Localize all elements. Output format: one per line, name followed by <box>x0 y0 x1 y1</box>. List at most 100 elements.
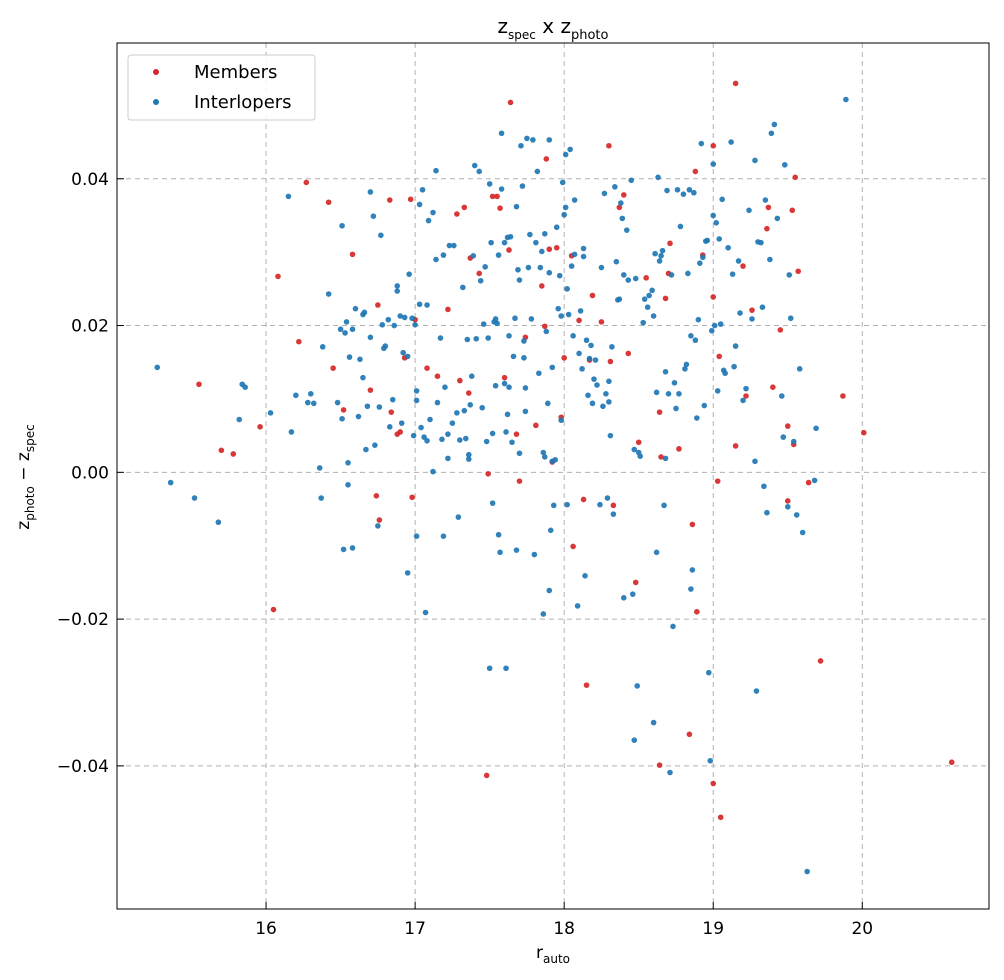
interlopers-point <box>543 328 550 335</box>
x-tick-label: 17 <box>404 919 426 939</box>
x-tick-label: 16 <box>255 919 277 939</box>
interlopers-point <box>445 455 451 462</box>
interlopers-point <box>601 190 608 197</box>
interlopers-point <box>465 451 472 458</box>
interlopers-point <box>512 315 518 322</box>
interlopers-point <box>752 458 758 465</box>
interlopers-point <box>542 454 548 460</box>
interlopers-point <box>513 203 520 210</box>
legend-box <box>127 54 316 121</box>
interlopers-point <box>504 411 511 418</box>
interlopers-point <box>386 424 393 430</box>
interlopers-point <box>558 417 564 424</box>
interlopers-point <box>686 186 693 193</box>
interlopers-point <box>731 363 737 370</box>
interlopers-point <box>488 239 494 246</box>
interlopers-point <box>528 316 535 322</box>
interlopers-point <box>559 179 566 186</box>
interlopers-point <box>708 327 715 334</box>
interlopers-point <box>547 527 554 534</box>
interlopers-point <box>796 366 803 372</box>
members-point <box>543 156 550 162</box>
members-point <box>635 439 642 446</box>
interlopers-point <box>631 737 638 744</box>
interlopers-point <box>495 252 502 258</box>
interlopers-point <box>349 545 356 551</box>
interlopers-point <box>471 162 478 169</box>
interlopers-point <box>454 410 460 416</box>
members-point <box>445 306 451 313</box>
interlopers-point <box>519 183 526 189</box>
members-point <box>457 377 463 384</box>
members-point <box>296 338 302 345</box>
interlopers-point <box>552 457 559 463</box>
interlopers-point <box>394 288 401 294</box>
interlopers-point <box>704 237 711 244</box>
members-point <box>461 204 468 211</box>
interlopers-point <box>501 239 508 246</box>
members-point <box>694 608 700 615</box>
interlopers-point <box>710 212 717 219</box>
y-tick-label: 0.00 <box>71 463 109 483</box>
interlopers-point <box>553 224 560 231</box>
y-tick-label: −0.04 <box>57 757 109 777</box>
interlopers-point <box>542 231 548 237</box>
members-point <box>764 225 770 232</box>
interlopers-point <box>319 344 326 350</box>
interlopers-point <box>515 266 521 273</box>
members-point <box>789 207 796 214</box>
members-point <box>686 731 693 738</box>
interlopers-point <box>629 591 636 597</box>
interlopers-point <box>740 397 746 404</box>
members-point <box>805 479 812 486</box>
interlopers-point <box>591 376 597 382</box>
members-point <box>196 381 202 388</box>
interlopers-point <box>701 402 708 409</box>
members-point <box>860 429 867 436</box>
members-point <box>507 99 514 106</box>
members-point <box>497 205 503 211</box>
interlopers-point <box>463 435 469 442</box>
interlopers-point <box>753 688 760 694</box>
interlopers-point <box>540 449 547 456</box>
interlopers-point <box>440 533 447 539</box>
interlopers-point <box>574 603 581 609</box>
interlopers-point <box>784 504 791 510</box>
members-point <box>643 275 649 281</box>
interlopers-point <box>571 197 578 203</box>
interlopers-point <box>242 384 248 390</box>
interlopers-point <box>379 322 386 328</box>
interlopers-point <box>355 413 362 420</box>
members-point <box>817 658 824 664</box>
members-point <box>606 142 612 149</box>
interlopers-point <box>671 379 678 386</box>
members-point <box>542 323 548 330</box>
interlopers-point <box>705 669 712 676</box>
members-point <box>784 498 791 504</box>
interlopers-point <box>781 162 788 168</box>
interlopers-point <box>533 239 539 246</box>
members-point <box>561 355 567 361</box>
interlopers-point <box>637 453 643 459</box>
interlopers-point <box>580 253 587 260</box>
interlopers-point <box>682 366 688 372</box>
series-members <box>196 80 955 821</box>
interlopers-point <box>732 343 739 349</box>
interlopers-point <box>507 233 514 240</box>
interlopers-point <box>606 378 612 385</box>
interlopers-point <box>521 338 527 344</box>
interlopers-point <box>307 391 314 397</box>
data-points <box>154 80 955 875</box>
interlopers-point <box>619 215 626 222</box>
interlopers-point <box>662 455 669 462</box>
interlopers-point <box>389 396 396 403</box>
members-point <box>257 424 263 430</box>
members-point <box>749 307 755 313</box>
interlopers-point <box>442 384 448 390</box>
interlopers-point <box>446 242 453 249</box>
members-point <box>340 407 347 413</box>
interlopers-point <box>774 215 781 222</box>
interlopers-point <box>334 399 341 406</box>
plot-frame <box>116 42 990 910</box>
interlopers-point <box>464 336 471 343</box>
